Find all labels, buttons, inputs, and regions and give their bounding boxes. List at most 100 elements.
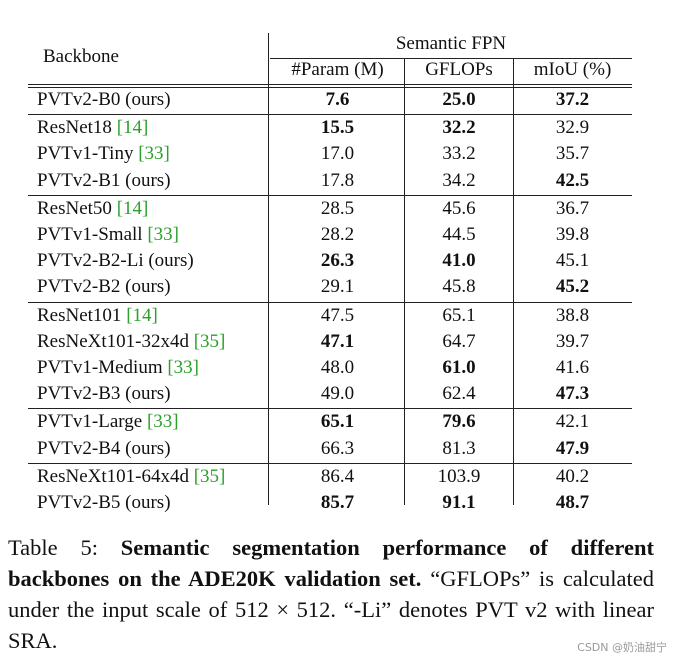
value-cell: 47.1 xyxy=(320,330,355,352)
backbone: PVTv2-B4 (ours) xyxy=(37,437,171,459)
header-rule xyxy=(270,58,632,59)
citation: [35] xyxy=(193,465,226,487)
group-rule xyxy=(28,462,632,464)
value-cell: 45.6 xyxy=(442,197,476,219)
value-cell: 62.4 xyxy=(442,383,476,405)
value-cell: 65.1 xyxy=(320,411,355,433)
value-cell: 17.0 xyxy=(320,143,355,165)
backbone: PVTv2-B1 (ours) xyxy=(37,169,171,191)
backbone: ResNet50 xyxy=(37,197,112,219)
value-cell: 48.7 xyxy=(555,492,590,513)
value-cell: 29.1 xyxy=(320,276,355,298)
citation: [14] xyxy=(126,304,158,326)
backbone-cell: PVTv1-Small [33] xyxy=(37,222,179,248)
backbone-cell: PVTv2-B2 (ours) xyxy=(37,274,171,300)
citation: [35] xyxy=(193,330,226,352)
value-cell: 65.1 xyxy=(442,304,476,326)
value-cell: 28.2 xyxy=(320,224,355,245)
backbone-cell: PVTv1-Medium [33] xyxy=(37,355,199,381)
citation: [14] xyxy=(116,197,149,219)
value-cell: 41.0 xyxy=(442,250,476,272)
backbone: PVTv1-Small xyxy=(37,224,143,245)
watermark: CSDN @奶油甜宁 xyxy=(577,641,667,654)
header-group: Semantic FPN xyxy=(395,33,507,54)
value-cell: 15.5 xyxy=(320,117,355,139)
value-cell: 47.9 xyxy=(555,437,590,459)
backbone: ResNeXt101-64x4d xyxy=(37,465,189,487)
value-cell: 45.2 xyxy=(555,276,590,298)
value-cell: 17.8 xyxy=(320,169,355,191)
header-column: #Param (M) xyxy=(291,59,384,80)
value-cell: 81.3 xyxy=(442,437,476,459)
value-cell: 64.7 xyxy=(442,330,476,352)
backbone: PVTv1-Large xyxy=(37,411,143,433)
backbone: PVTv2-B3 (ours) xyxy=(37,383,171,405)
backbone-cell: ResNeXt101-32x4d [35] xyxy=(37,329,225,355)
citation: [33] xyxy=(138,143,170,165)
header-column: mIoU (%) xyxy=(533,59,612,80)
group-rule xyxy=(28,194,632,196)
value-cell: 86.4 xyxy=(320,465,355,487)
backbone: ResNeXt101-32x4d xyxy=(37,330,189,352)
value-cell: 49.0 xyxy=(320,383,355,405)
value-cell: 32.9 xyxy=(555,117,590,139)
value-cell: 37.2 xyxy=(555,89,590,110)
value-cell: 34.2 xyxy=(442,169,476,191)
header-column: GFLOPs xyxy=(425,59,493,80)
value-cell: 61.0 xyxy=(442,357,476,378)
value-cell: 40.2 xyxy=(555,465,590,487)
column-rule xyxy=(268,33,269,505)
value-cell: 48.0 xyxy=(320,357,355,378)
citation: [33] xyxy=(146,411,179,433)
header-rule xyxy=(28,84,632,85)
backbone: PVTv2-B2-Li (ours) xyxy=(37,250,194,272)
backbone: PVTv1-Tiny xyxy=(37,143,134,165)
backbone-cell: PVTv1-Large [33] xyxy=(37,409,179,435)
backbone-cell: PVTv2-B5 (ours) xyxy=(37,490,171,516)
backbone-cell: PVTv1-Tiny [33] xyxy=(37,141,170,167)
caption: Table 5: Semantic segmentation performan… xyxy=(8,532,654,656)
value-cell: 103.9 xyxy=(437,465,481,487)
value-cell: 47.5 xyxy=(320,304,355,326)
header-backbone: Backbone xyxy=(43,46,119,67)
citation: [33] xyxy=(167,357,200,378)
column-rule xyxy=(404,58,405,505)
value-cell: 25.0 xyxy=(442,89,476,110)
value-cell: 85.7 xyxy=(320,492,355,513)
backbone-cell: ResNet101 [14] xyxy=(37,303,158,329)
backbone-cell: PVTv2-B2-Li (ours) xyxy=(37,248,194,274)
backbone-cell: ResNet50 [14] xyxy=(37,196,148,222)
backbone: ResNet101 xyxy=(37,304,122,326)
backbone-cell: ResNeXt101-64x4d [35] xyxy=(37,464,225,490)
backbone-cell: ResNet18 [14] xyxy=(37,115,148,141)
value-cell: 79.6 xyxy=(442,411,476,433)
citation: [14] xyxy=(116,117,149,139)
value-cell: 36.7 xyxy=(555,197,590,219)
backbone: PVTv1-Medium xyxy=(37,357,163,378)
value-cell: 38.8 xyxy=(555,304,590,326)
value-cell: 42.1 xyxy=(555,411,590,433)
backbone: ResNet18 xyxy=(37,117,112,139)
value-cell: 33.2 xyxy=(442,143,476,165)
backbone-cell: PVTv2-B0 (ours) xyxy=(37,87,171,113)
header-rule xyxy=(28,87,632,88)
backbone: PVTv2-B0 (ours) xyxy=(37,89,171,110)
backbone-cell: PVTv2-B4 (ours) xyxy=(37,436,171,462)
backbone-cell: PVTv2-B1 (ours) xyxy=(37,168,171,194)
value-cell: 39.8 xyxy=(555,224,590,245)
backbone: PVTv2-B2 (ours) xyxy=(37,276,171,298)
value-cell: 28.5 xyxy=(320,197,355,219)
value-cell: 45.8 xyxy=(442,276,476,298)
column-rule xyxy=(513,58,514,505)
value-cell: 47.3 xyxy=(555,383,590,405)
backbone-cell: PVTv2-B3 (ours) xyxy=(37,381,171,407)
backbone: PVTv2-B5 (ours) xyxy=(37,492,171,513)
value-cell: 42.5 xyxy=(555,169,590,191)
value-cell: 39.7 xyxy=(555,330,590,352)
value-cell: 66.3 xyxy=(320,437,355,459)
value-cell: 35.7 xyxy=(555,143,590,165)
value-cell: 41.6 xyxy=(555,357,590,378)
value-cell: 7.6 xyxy=(325,89,350,110)
caption-bold: Semantic segmentation performance of dif… xyxy=(8,535,654,591)
